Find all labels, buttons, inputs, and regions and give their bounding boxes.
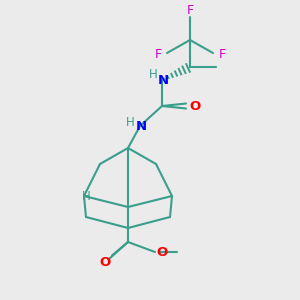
Text: H: H: [126, 116, 134, 128]
Text: H: H: [82, 190, 90, 202]
Text: O: O: [156, 245, 168, 259]
Text: N: N: [135, 119, 147, 133]
Text: F: F: [218, 47, 226, 61]
Text: O: O: [189, 100, 201, 112]
Text: F: F: [154, 47, 162, 61]
Text: N: N: [158, 74, 169, 86]
Text: O: O: [99, 256, 111, 269]
Text: F: F: [186, 4, 194, 16]
Text: H: H: [148, 68, 158, 82]
